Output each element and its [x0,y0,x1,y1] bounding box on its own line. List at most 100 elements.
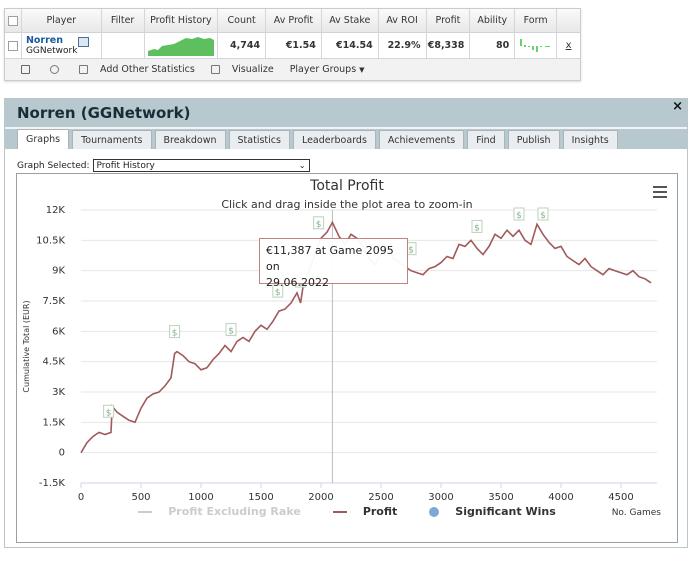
chart-legend: Profit Excluding Rake Profit Significant… [17,505,677,518]
player-network: GGNetwork [25,46,78,56]
profit-history-sparkline[interactable] [145,33,219,58]
tab-find[interactable]: Find [467,130,505,149]
count-value: 4,744 [218,33,267,58]
player-panel: Norren (GGNetwork) × Graphs Tournaments … [4,98,688,548]
x-tick-label: 3000 [428,492,453,503]
y-tick-label: 0 [59,448,65,459]
filter-cell[interactable] [102,33,145,58]
x-tick-label: 2500 [368,492,393,503]
x-tick-label: 500 [131,492,150,503]
sparkline-icon [147,36,214,56]
form-sparkline [515,33,558,58]
add-stats-button[interactable]: Add Other Statistics [71,64,195,75]
chart-tooltip: €11,387 at Game 2095 on 29.06.2022 [259,238,408,289]
delete-icon[interactable] [13,65,34,74]
graph-select-dropdown[interactable]: Profit History ⌄ [92,159,310,172]
tab-publish[interactable]: Publish [507,130,560,149]
tooltip-line1: €11,387 at Game 2095 on [266,244,394,273]
y-tick-label: 7.5K [43,296,66,307]
col-av-profit[interactable]: Av Profit [266,9,322,32]
add-stats-label: Add Other Statistics [100,64,195,75]
tab-achievements[interactable]: Achievements [378,130,465,149]
player-groups-dropdown[interactable]: Player Groups ▼ [282,64,365,75]
graph-select-value: Profit History [96,160,155,171]
legend-item-profit[interactable]: Profit [325,505,405,518]
tab-insights[interactable]: Insights [562,130,618,149]
players-table: Player Filter Profit History Count Av Pr… [4,8,581,81]
chart-menu-icon[interactable] [653,186,667,201]
col-ability[interactable]: Ability [470,9,516,32]
y-tick-label: 10.5K [36,235,65,246]
significant-win-label: $ [316,220,322,230]
significant-win-marker [513,207,525,221]
legend-label-significant-wins: Significant Wins [455,505,556,518]
chart-title: Total Profit [310,178,384,194]
chart-container[interactable]: 12K 10.5K 9K 7.5K 6K 4.5K 3K 1.5K 0 -1.5K 0 500 1000… [16,173,678,543]
significant-win-label: $ [540,211,546,221]
col-count[interactable]: Count [218,9,267,32]
significant-win-label: $ [516,211,522,221]
col-filter[interactable]: Filter [102,9,145,32]
significant-win-label: $ [172,329,178,339]
edit-icon[interactable] [77,37,89,47]
x-tick-label: 2000 [308,492,333,503]
y-tick-label: -1.5K [39,478,66,489]
refresh-icon[interactable] [42,65,63,74]
col-profit[interactable]: Profit [427,9,471,32]
visualize-label: Visualize [231,64,274,75]
y-axis-title: Cumulative Total (EUR) [22,300,31,392]
y-tick-label: 3K [52,387,65,398]
significant-win-label: $ [228,327,234,337]
legend-item-significant-wins[interactable]: Significant Wins [421,505,563,518]
tab-tournaments[interactable]: Tournaments [72,130,152,149]
col-remove [557,9,580,32]
chevron-down-icon: ▼ [359,65,365,74]
legend-label-profit: Profit [362,505,398,518]
col-form[interactable]: Form [515,9,558,32]
player-cell: Norren GGNetwork [22,33,102,58]
x-tick-label: 3500 [488,492,513,503]
legend-item-profit-excluding-rake[interactable]: Profit Excluding Rake [130,505,309,518]
remove-player-button[interactable]: x [565,40,572,51]
tab-statistics[interactable]: Statistics [228,130,290,149]
col-av-roi[interactable]: Av ROI [379,9,427,32]
tab-breakdown[interactable]: Breakdown [154,130,226,149]
y-tick-label: 12K [46,205,66,216]
player-name-link[interactable]: Norren [25,35,63,46]
row-checkbox[interactable] [5,33,22,58]
significant-win-label: $ [275,288,281,298]
chart-subtitle: Click and drag inside the plot area to z… [221,198,473,211]
visualize-button[interactable]: Visualize [203,64,274,75]
player-groups-label: Player Groups [289,64,357,75]
x-tick-label: 4500 [608,492,633,503]
x-tick-label: 0 [78,492,84,503]
av-profit-value: €1.54 [266,33,322,58]
table-toolbar: Add Other Statistics Visualize Player Gr… [5,59,580,80]
profit-value: €8,338 [427,33,471,58]
significant-win-marker [313,216,325,230]
x-axis-title: No. Games [611,508,661,518]
tab-graphs[interactable]: Graphs [17,129,70,149]
select-all-checkbox[interactable] [5,9,22,32]
x-tick-label: 4000 [548,492,573,503]
tab-leaderboards[interactable]: Leaderboards [292,130,376,149]
close-icon[interactable]: × [672,99,683,114]
significant-win-label: $ [474,223,480,233]
significant-win-marker [272,284,284,298]
panel-title: Norren (GGNetwork) [5,99,687,127]
significant-win-label: $ [106,408,112,418]
significant-win-label: $ [408,246,414,256]
col-profit-history[interactable]: Profit History [145,9,219,32]
table-row: Norren GGNetwork 4,744 €1.54 €14.54 22.9… [5,33,580,59]
x-tick-label: 1000 [188,492,213,503]
graph-selected-label: Graph Selected: [17,160,90,171]
tab-bar: Graphs Tournaments Breakdown Statistics … [5,129,687,149]
col-av-stake[interactable]: Av Stake [322,9,379,32]
graph-selector: Graph Selected: Profit History ⌄ [17,159,310,172]
add-stats-icon [79,65,88,74]
col-player[interactable]: Player [22,9,102,32]
tooltip-line2: 29.06.2022 [266,276,329,289]
table-header: Player Filter Profit History Count Av Pr… [5,9,580,33]
profit-chart[interactable]: 12K 10.5K 9K 7.5K 6K 4.5K 3K 1.5K 0 -1.5K 0 500 1000… [17,174,677,542]
y-tick-label: 1.5K [43,417,66,428]
